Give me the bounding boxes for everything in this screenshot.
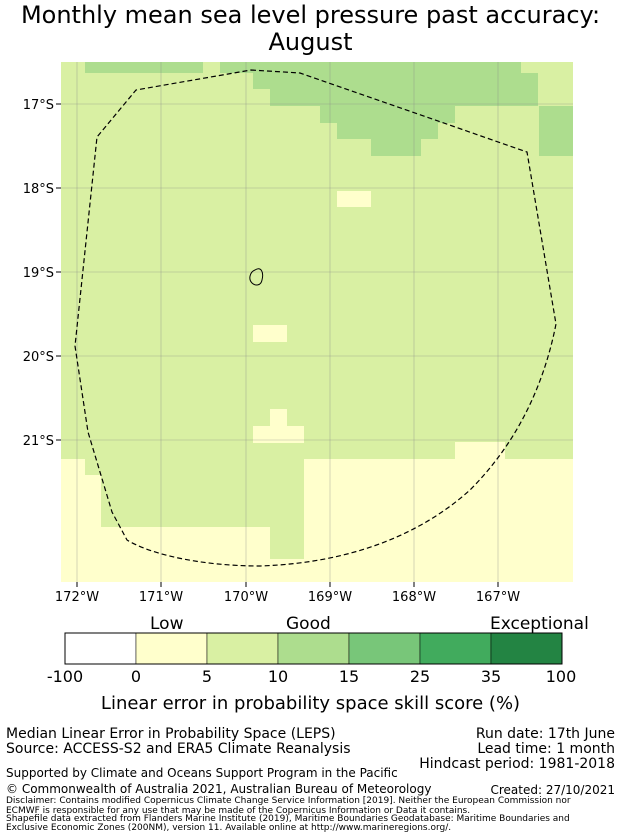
copyright-text: © Commonwealth of Australia 2021, Austra… [6,782,432,796]
lon-label: 167°W [476,590,520,605]
created-date: Created: 27/10/2021 [490,783,615,797]
legend-category-good: Good [286,614,331,634]
lon-label: 168°W [392,590,436,605]
legend-tick: 15 [338,667,360,686]
good-cell [270,89,538,106]
colorbar-segment [135,632,208,665]
low-cell [455,442,505,459]
lon-label: 172°W [55,590,99,605]
colorbar-frame [64,632,563,665]
low-cell [253,426,304,443]
legend-tick: 25 [409,667,431,686]
low-cell [61,459,85,582]
colorbar-segment [419,632,492,665]
colorbar-segment [277,632,350,665]
island-outline [249,268,264,286]
lat-label: 18°S [23,182,54,197]
colorbar-segment [348,632,421,665]
legend-tick: 10 [267,667,289,686]
axis-ticks [56,103,499,587]
method-text: Median Linear Error in Probability Space… [6,726,336,742]
disclaimer-line-2: ECMWF is responsible for any use that ma… [6,806,471,816]
support-text: Supported by Climate and Oceans Support … [6,766,398,780]
good-skill-cells [85,62,573,156]
colorbar-label: Linear error in probability space skill … [100,693,521,714]
good-cell [320,106,455,123]
low-cell [85,475,101,582]
low-skill-cells [61,191,573,582]
run-date: Run date: 17th June [475,726,615,742]
good-cell [253,73,538,89]
lat-label: 21°S [23,434,54,449]
good-cell [220,62,521,73]
disclaimer-line-1: Disclaimer: Contains modified Copernicus… [6,796,571,806]
shapefile-line-2: Exclusive Economic Zones (200NM), versio… [6,823,452,833]
hindcast-period: Hindcast period: 1981-2018 [419,756,615,772]
colorbar-segment [490,632,563,665]
good-cell [371,139,421,156]
lon-label: 170°W [224,590,268,605]
legend-category-exceptional: Exceptional [490,614,589,634]
lon-label: 169°W [308,590,352,605]
chart-title-line-1: Monthly mean sea level pressure past acc… [20,1,601,29]
legend-tick: -100 [46,667,84,686]
latitude-labels: 17°S 18°S 19°S 20°S 21°S [23,98,54,449]
lat-label: 20°S [23,350,54,365]
legend-tick: 100 [545,667,577,686]
lat-label: 17°S [23,98,54,113]
colorbar-segment [64,632,137,665]
low-cell [270,559,304,582]
shapefile-line-1: Shapefile data extracted from Flanders M… [6,814,570,824]
good-cell [539,106,573,156]
longitude-labels: 172°W 171°W 170°W 169°W 168°W 167°W [55,590,520,605]
low-cell [337,191,371,207]
legend-tick: 5 [201,667,213,686]
chart-title-line-2: August [268,28,353,56]
lat-label: 19°S [23,266,54,281]
colorbar-segment [206,632,279,665]
source-text: Source: ACCESS-S2 and ERA5 Climate Reana… [6,741,351,757]
low-cell [101,527,270,582]
lon-label: 171°W [139,590,183,605]
good-cell [337,123,438,139]
low-cell [253,325,287,342]
colorbar [64,632,563,665]
legend-tick: 0 [130,667,142,686]
legend-tick: 35 [480,667,502,686]
legend-category-low: Low [150,614,184,634]
good-cell [85,62,203,73]
lead-time: Lead time: 1 month [477,741,615,757]
low-cell [304,459,573,582]
gridlines [61,62,573,582]
